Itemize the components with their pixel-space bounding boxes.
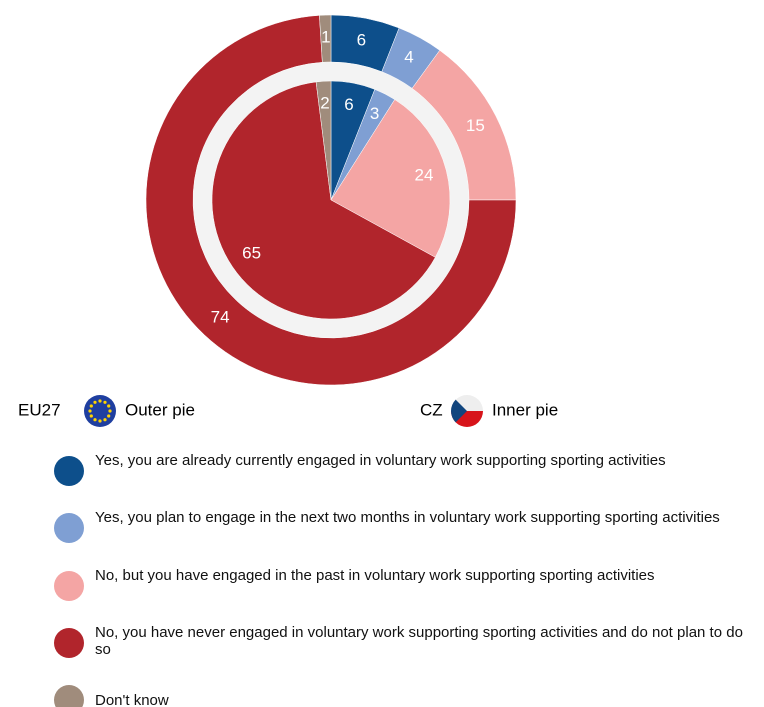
value-label: 4: [404, 48, 413, 67]
pie-slice: [211, 81, 436, 320]
legend-swatch: [54, 456, 84, 486]
pie-slice: [315, 80, 332, 201]
legend-item: Yes, you plan to engage in the next two …: [54, 509, 759, 543]
inner-series-name: CZ: [420, 400, 443, 419]
outer-series-name: EU27: [18, 400, 61, 419]
value-label: 1: [321, 28, 330, 47]
legend-text: Yes, you plan to engage in the next two …: [95, 509, 720, 526]
value-label: 6: [344, 95, 353, 114]
value-label: 3: [370, 104, 379, 123]
legend-swatch: [54, 571, 84, 601]
inner-ring-label: Inner pie: [492, 400, 558, 419]
cz-flag: [451, 395, 483, 427]
value-label: 74: [211, 308, 230, 327]
value-label: 15: [466, 116, 485, 135]
legend-text: Yes, you are already currently engaged i…: [95, 452, 666, 469]
pie-slice: [319, 14, 332, 63]
legend-item: No, you have never engaged in voluntary …: [54, 624, 759, 658]
eu-flag: [84, 395, 116, 427]
legend-text: Don't know: [95, 692, 169, 707]
value-label: 24: [415, 166, 434, 185]
value-label: 2: [320, 94, 329, 113]
legend-item: Yes, you are already currently engaged i…: [54, 452, 759, 486]
legend-swatch: [54, 513, 84, 543]
legend-item: No, but you have engaged in the past in …: [54, 567, 759, 601]
legend-swatch: [54, 628, 84, 658]
value-label: 65: [242, 243, 261, 262]
legend-swatch: [54, 685, 84, 707]
pie-slice: [330, 99, 451, 258]
value-label: 6: [357, 30, 366, 49]
pie-slice: [145, 15, 517, 386]
outer-ring-label: Outer pie: [125, 400, 195, 419]
legend-item: Don't know: [54, 681, 759, 707]
legend-text: No, you have never engaged in voluntary …: [95, 624, 743, 658]
legend-text: No, but you have engaged in the past in …: [95, 567, 655, 584]
